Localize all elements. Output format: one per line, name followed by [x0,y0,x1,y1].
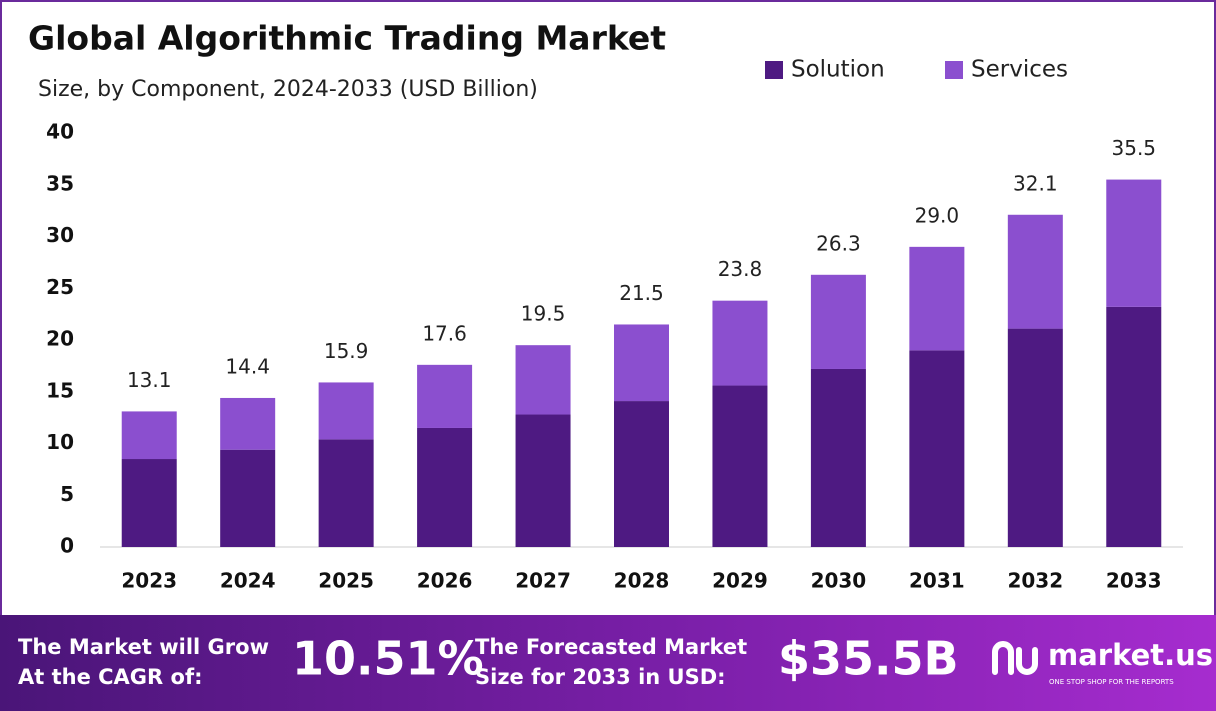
footer-text: At the CAGR of: [18,665,203,689]
y-tick-label: 10 [46,430,74,454]
x-tick-label: 2023 [121,569,177,593]
legend-swatch [945,61,963,79]
y-tick-label: 35 [46,171,74,195]
y-tick-label: 20 [46,327,74,351]
tagline: ONE STOP SHOP FOR THE REPORTS [1049,678,1174,686]
footer-text: The Market will Grow [18,635,269,659]
y-tick-label: 30 [46,223,74,247]
x-tick-label: 2031 [909,569,965,593]
x-tick-label: 2029 [712,569,768,593]
y-tick-label: 5 [60,482,74,506]
x-tick-label: 2030 [811,569,867,593]
bar-segment [515,414,571,547]
footer-text: The Forecasted Market [475,635,747,659]
x-tick-label: 2032 [1007,569,1063,593]
logo-icon [992,641,1038,675]
total-label: 19.5 [521,302,566,326]
y-tick-label: 40 [46,120,74,144]
chart-title: Global Algorithmic Trading Market [28,19,666,58]
bar-segment [417,364,473,428]
bar-segment [318,382,374,440]
x-tick-label: 2025 [318,569,374,593]
bar-segment [121,411,177,460]
bar-segment [318,439,374,547]
legend-swatch [765,61,783,79]
bar-segment [515,345,571,415]
bar-segment [121,459,177,547]
bar-segment [220,397,276,450]
bar-segment [712,300,768,386]
bar-segment [614,324,669,402]
bar-segment [1106,179,1162,307]
x-tick-label: 2028 [614,569,670,593]
footer-value: 10.51% [292,632,484,686]
logo-shape [992,641,1014,675]
total-label: 29.0 [915,203,960,227]
total-label: 23.8 [718,257,763,281]
footer-text: Size for 2033 in USD: [475,665,726,689]
total-label: 26.3 [816,231,861,255]
y-tick-label: 25 [46,275,74,299]
x-tick-label: 2026 [417,569,473,593]
bar-segment [1007,214,1063,329]
y-tick-label: 15 [46,378,74,402]
bar-segment [810,274,866,369]
total-label: 15.9 [324,339,369,363]
x-tick-label: 2033 [1106,569,1162,593]
bar-segment [220,449,276,547]
total-label: 13.1 [127,368,172,392]
bar-segment [712,385,768,547]
bar-segment [1106,306,1162,547]
legend: Solution Services [765,57,1068,83]
bar-segment [909,246,965,351]
total-label: 21.5 [619,281,664,305]
total-label: 14.4 [225,354,270,378]
footer-value: $35.5B [778,632,959,686]
legend-label: Services [971,57,1068,83]
bar-segment [417,427,473,547]
brand: market.us [1048,638,1213,672]
chart-subtitle: Size, by Component, 2024-2033 (USD Billi… [38,77,538,102]
y-tick-label: 0 [60,534,74,558]
logo-shape [1016,647,1038,675]
bar-segment [1007,328,1063,547]
bar-segment [909,350,965,547]
x-tick-label: 2027 [515,569,571,593]
legend-label: Solution [791,57,885,83]
bar-segment [614,401,669,547]
bar-segment [810,368,866,547]
total-label: 17.6 [422,321,467,345]
total-label: 35.5 [1112,136,1157,160]
total-label: 32.1 [1013,171,1058,195]
x-tick-label: 2024 [220,569,276,593]
